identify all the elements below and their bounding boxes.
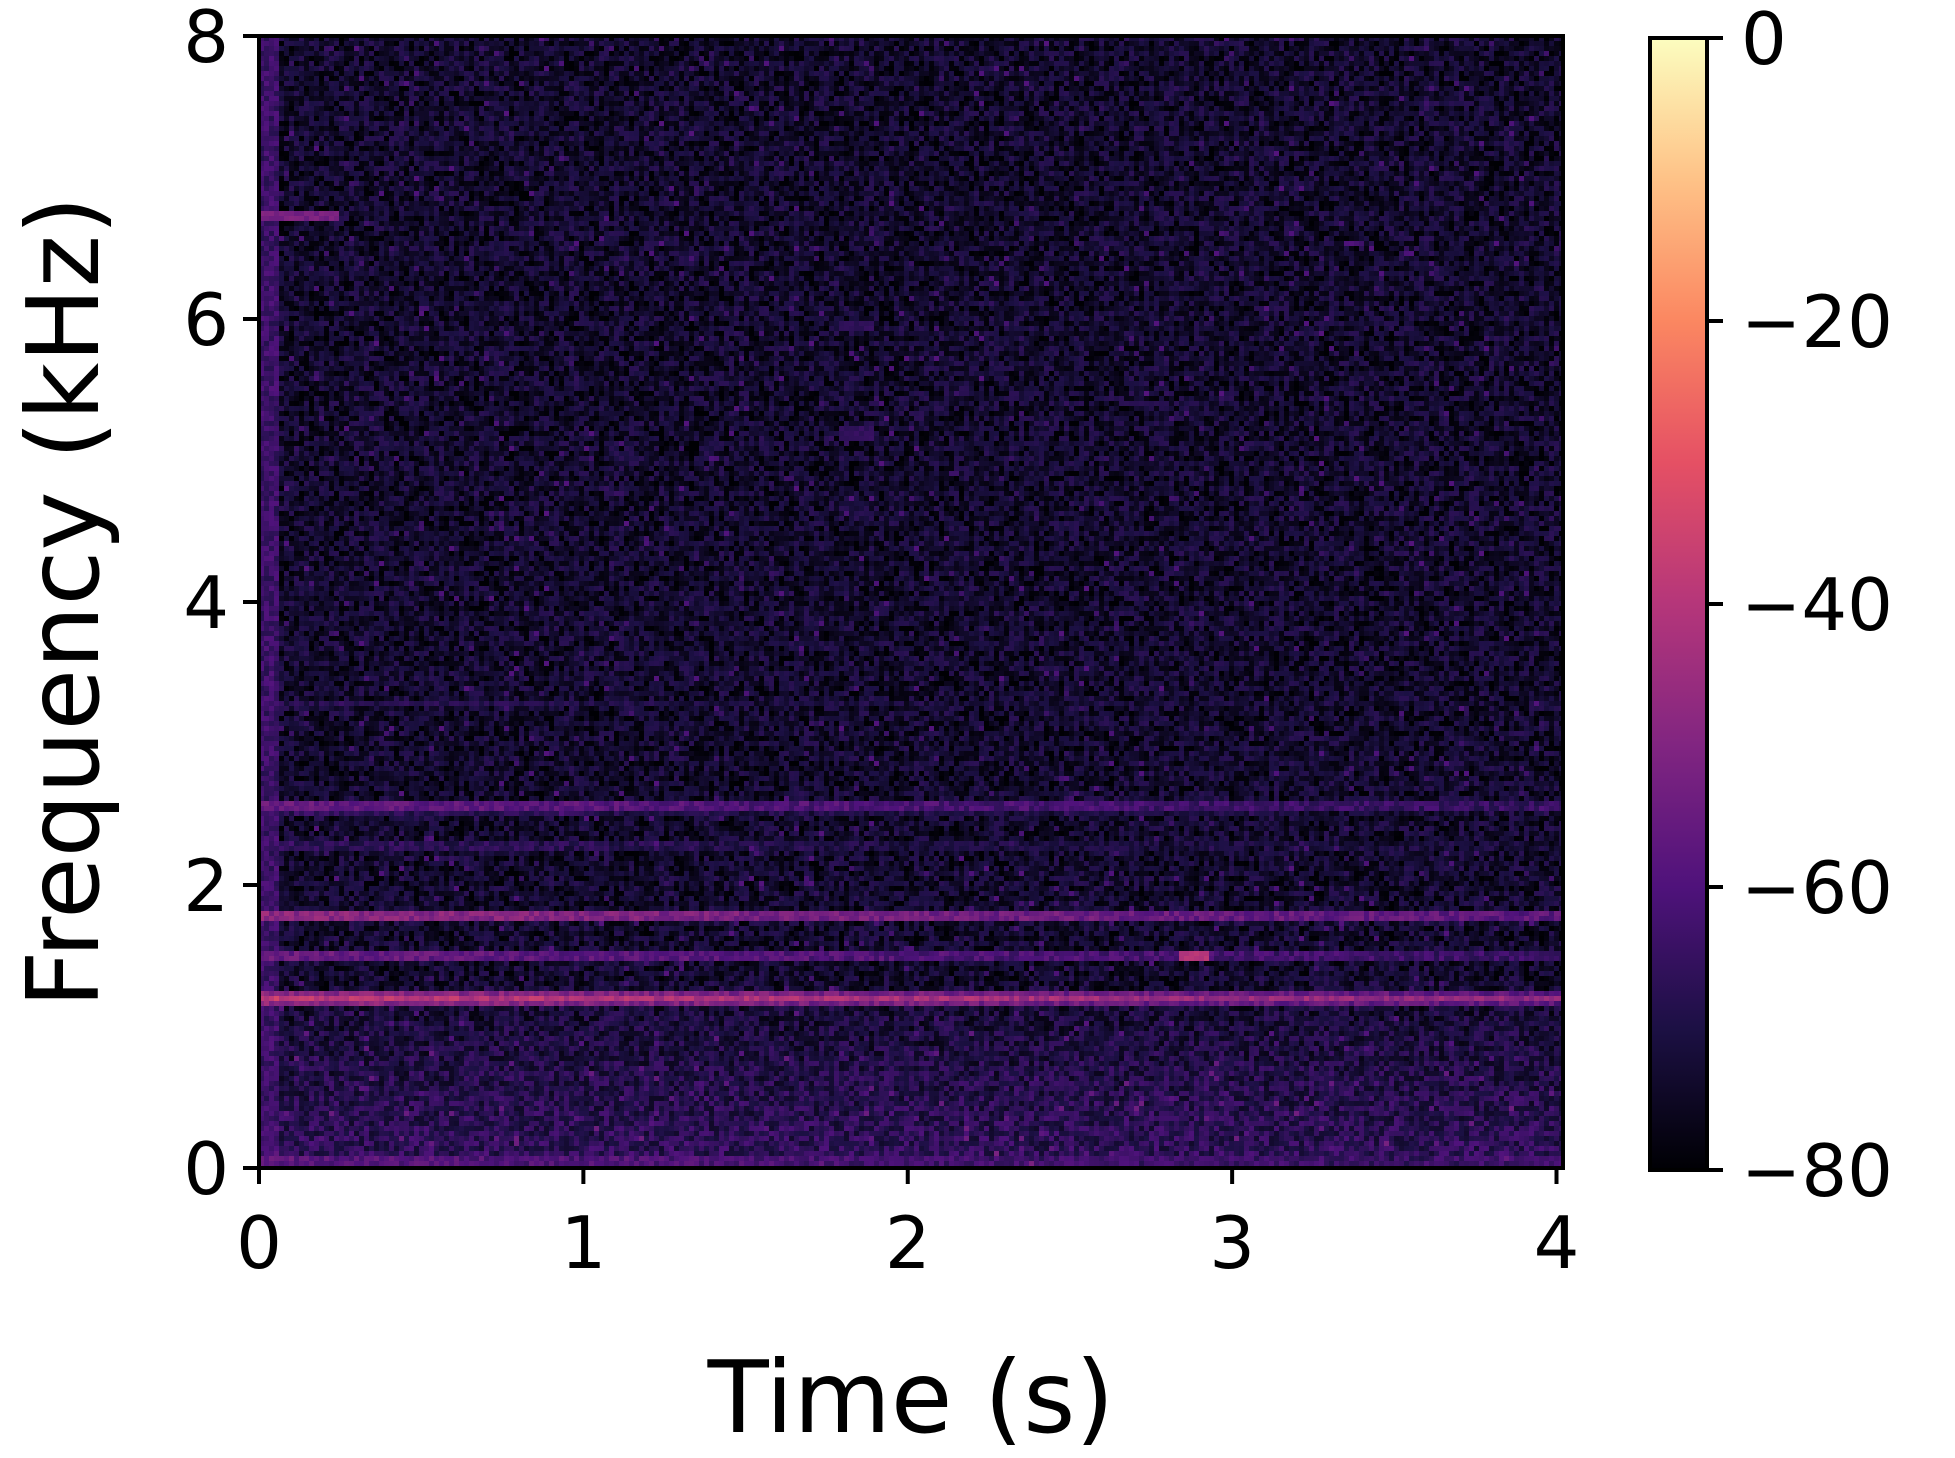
y-tick-label: 2: [183, 844, 229, 928]
y-tick-label: 6: [183, 278, 229, 362]
y-axis-title: Frequency (kHz): [5, 196, 122, 1008]
y-tick-label: 8: [183, 0, 229, 79]
x-tick-label: 2: [885, 1201, 931, 1285]
colorbar-tick-label: −60: [1741, 846, 1893, 930]
x-tick-label: 4: [1534, 1201, 1580, 1285]
colorbar-ticks: 0 −20 −40 −60 −80: [1707, 0, 1893, 1213]
y-axis: 0 2 4 6 8: [183, 0, 259, 1211]
spectrogram-image: [259, 36, 1563, 1168]
x-axis: 0 1 2 3 4: [236, 1168, 1579, 1285]
colorbar-tick-label: −80: [1741, 1129, 1893, 1213]
colorbar-tick-label: −20: [1741, 280, 1893, 364]
x-tick-label: 0: [236, 1201, 282, 1285]
y-tick-label: 4: [183, 561, 229, 645]
y-tick-label: 0: [183, 1127, 229, 1211]
colorbar-tick-label: −40: [1741, 563, 1893, 647]
colorbar-tick-label: 0: [1741, 0, 1787, 81]
x-tick-label: 3: [1209, 1201, 1255, 1285]
plot-area: [257, 34, 1565, 1170]
x-axis-title: Time (s): [707, 1339, 1115, 1456]
colorbar-gradient: [1650, 38, 1707, 1170]
x-tick-label: 1: [560, 1201, 606, 1285]
colorbar: 0 −20 −40 −60 −80: [1648, 0, 1893, 1213]
